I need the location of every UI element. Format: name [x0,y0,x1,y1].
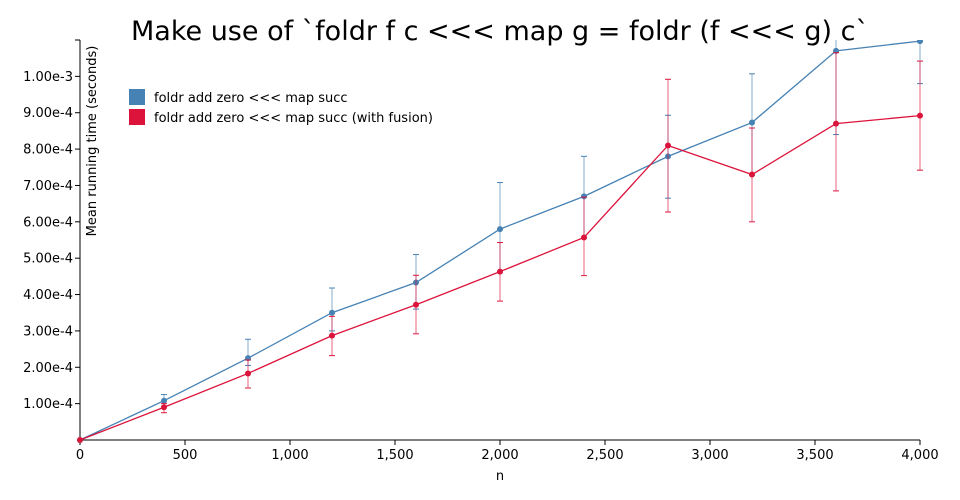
data-point [413,301,419,308]
x-axis-label: n [496,469,504,484]
y-tick-label: 8.00e-4 [23,143,73,158]
y-tick-label: 1.00e-3 [23,70,73,85]
x-tick-label: 3,000 [691,448,728,463]
data-point [581,193,587,200]
series-0 [77,40,923,443]
y-tick-label: 1.00e-4 [23,397,73,412]
data-point [749,171,755,178]
data-point [833,120,839,127]
data-point [917,112,923,119]
y-tick-label: 4.00e-4 [23,288,73,303]
x-tick-label: 2,500 [586,448,623,463]
data-point [917,40,923,45]
data-point [497,268,503,275]
data-point [161,397,167,404]
series-1 [77,52,923,443]
data-point [329,309,335,316]
y-tick-label: 6.00e-4 [23,215,73,230]
y-tick-label: 9.00e-4 [23,106,73,121]
x-tick-label: 0 [76,448,84,463]
x-tick-label: 4,000 [901,448,938,463]
y-tick-label: 3.00e-4 [23,324,73,339]
legend-swatch [129,89,145,105]
data-point [329,332,335,339]
data-point [665,142,671,149]
y-tick-label: 7.00e-4 [23,179,73,194]
chart-title: Make use of `foldr f c <<< map g = foldr… [131,16,869,47]
x-tick-label: 3,500 [796,448,833,463]
y-axis-label: Mean running time (seconds) [85,46,100,237]
data-point [581,234,587,241]
legend: foldr add zero <<< map succ foldr add zer… [129,89,433,126]
y-tick-label: 2.00e-4 [23,361,73,376]
data-point [749,119,755,126]
y-tick-label: 5.00e-4 [23,252,73,267]
data-point [245,370,251,377]
data-point [161,404,167,411]
series-layer [77,40,923,443]
legend-label: foldr add zero <<< map succ [154,91,348,106]
data-point [77,437,83,443]
x-tick-label: 1,500 [376,448,413,463]
x-tick-label: 500 [173,448,198,463]
x-tick-label: 1,000 [271,448,308,463]
x-tick-label: 2,000 [481,448,518,463]
axes: 0 500 1,000 1,500 2,000 2,500 3,000 3,500 4,000 1… [23,39,939,463]
legend-label: foldr add zero <<< map succ (with fusion… [154,111,433,126]
data-point [497,226,503,233]
legend-swatch [129,109,145,125]
